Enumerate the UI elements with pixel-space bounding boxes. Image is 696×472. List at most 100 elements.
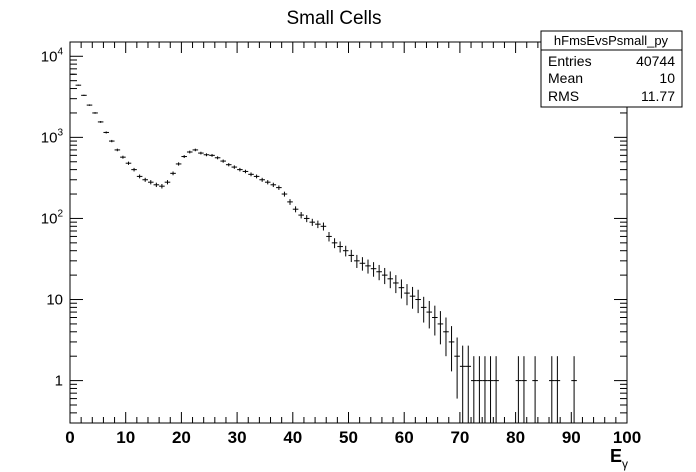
data-point (554, 356, 561, 423)
data-point (381, 267, 388, 285)
data-point (181, 155, 187, 159)
data-point (270, 182, 277, 188)
data-point (131, 167, 137, 172)
stats-label-rms: RMS (548, 88, 579, 104)
data-point (331, 238, 338, 249)
data-point (220, 159, 226, 163)
x-tick-label: 60 (395, 428, 414, 447)
data-point (159, 183, 165, 189)
data-point (75, 84, 82, 86)
data-point (303, 215, 310, 223)
data-point (153, 182, 160, 188)
x-axis-label-main: E (610, 446, 622, 466)
data-point (125, 161, 132, 165)
data-point (487, 356, 494, 423)
data-point (348, 249, 355, 263)
data-point (164, 180, 171, 185)
data-point (493, 356, 499, 423)
y-tick-label: 1 (55, 373, 63, 390)
data-point (326, 232, 332, 242)
y-tick-label-exponent: 4 (57, 46, 63, 57)
data-point (120, 155, 126, 159)
data-point (276, 185, 282, 190)
data-point (571, 356, 577, 423)
y-tick-label-base: 10 (41, 210, 58, 227)
data-point (108, 139, 115, 143)
x-tick-label: 30 (228, 428, 247, 447)
data-point (209, 153, 215, 157)
data-points (70, 73, 577, 423)
data-point (370, 262, 377, 277)
data-point (471, 356, 477, 423)
data-point (259, 177, 265, 182)
data-point (203, 153, 210, 157)
x-tick-label: 90 (562, 428, 581, 447)
stats-label-mean: Mean (548, 70, 583, 86)
data-point (170, 171, 176, 176)
data-point (248, 172, 254, 177)
data-point (242, 169, 249, 174)
data-point (92, 112, 98, 114)
data-point (337, 241, 343, 253)
data-point (147, 180, 154, 185)
stats-box-name: hFmsEvsPsmall_py (554, 33, 669, 48)
x-tick-label: 40 (283, 428, 302, 447)
stats-label-entries: Entries (548, 53, 592, 69)
x-axis-label-subscript: γ (622, 457, 628, 471)
x-tick-labels: 0 10 20 30 40 50 60 70 80 90 100 (65, 428, 641, 447)
data-point (420, 296, 427, 323)
data-point (354, 254, 360, 268)
y-tick-label: 103 (41, 127, 64, 146)
stats-box-frame (540, 30, 683, 108)
x-axis-label: Eγ (610, 446, 628, 471)
x-tick-label: 80 (506, 428, 525, 447)
y-tick-label: 102 (41, 208, 64, 227)
stats-value-mean: 10 (659, 70, 675, 86)
x-tick-label: 10 (116, 428, 135, 447)
data-point (320, 222, 327, 231)
y-tick-label-exponent: 2 (57, 208, 63, 219)
data-point (459, 345, 466, 423)
data-point (264, 180, 271, 185)
data-point (315, 220, 321, 229)
data-point (387, 271, 394, 289)
x-tick-label: 50 (339, 428, 358, 447)
x-tick-label: 70 (450, 428, 469, 447)
stats-value-rms: 11.77 (641, 88, 675, 104)
data-point (225, 163, 232, 167)
y-tick-label-base: 10 (41, 129, 58, 146)
data-point (443, 317, 449, 357)
data-point (549, 356, 555, 423)
y-tick-label-exponent: 3 (57, 127, 63, 138)
x-tick-label: 100 (613, 428, 641, 447)
data-point (237, 167, 243, 172)
y-tick-label: 104 (41, 46, 64, 65)
data-point (97, 121, 104, 123)
data-point (114, 148, 121, 152)
x-tick-label: 0 (65, 428, 74, 447)
data-point (342, 245, 349, 257)
data-point (287, 199, 293, 205)
data-point (81, 94, 87, 96)
data-point (192, 148, 199, 152)
stats-box: hFmsEvsPsmall_py Entries 40744 Mean 10 R… (540, 30, 683, 108)
data-point (532, 356, 538, 423)
data-point (70, 73, 76, 75)
data-point (365, 259, 371, 274)
data-point (432, 305, 438, 336)
data-point (515, 356, 522, 423)
data-point (398, 279, 405, 299)
data-point (298, 212, 304, 219)
data-point (393, 275, 399, 294)
data-point (198, 151, 204, 155)
x-tick-label: 20 (172, 428, 191, 447)
data-point (448, 326, 455, 372)
data-point (186, 150, 193, 154)
data-point (426, 300, 433, 329)
data-point (454, 337, 460, 399)
data-point (404, 284, 410, 306)
y-tick-label-base: 10 (46, 292, 63, 309)
data-point (175, 162, 182, 166)
y-tick-label-base: 10 (41, 48, 58, 65)
